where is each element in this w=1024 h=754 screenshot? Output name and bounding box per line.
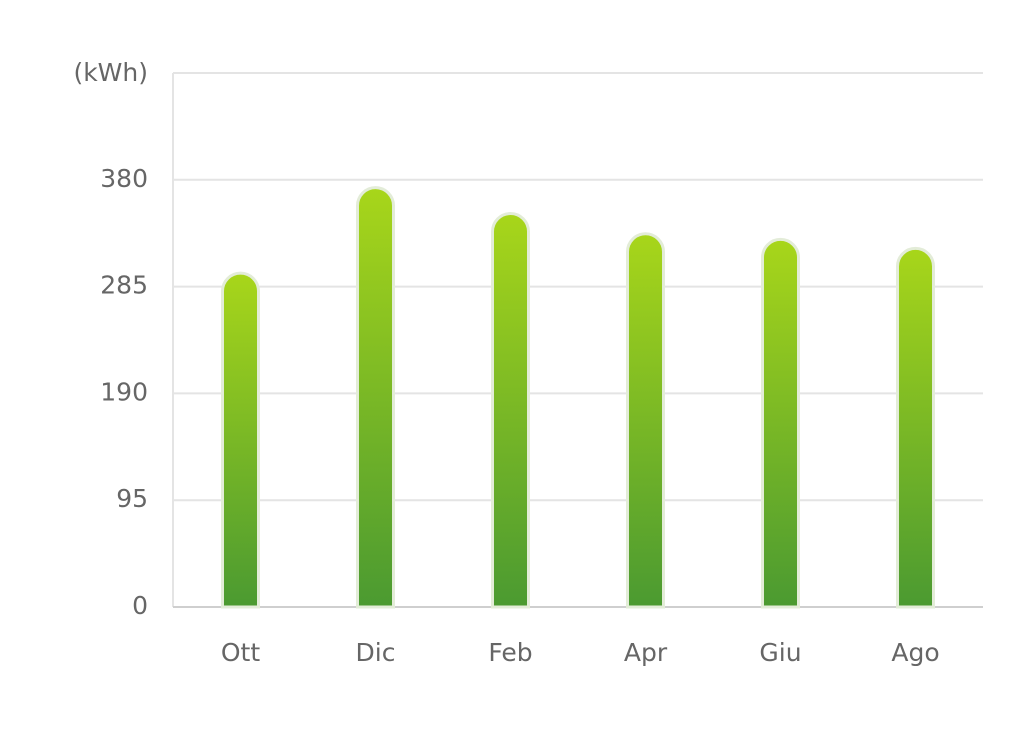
bar bbox=[356, 186, 395, 609]
x-tick-label: Feb bbox=[488, 638, 532, 667]
y-tick-label: 285 bbox=[100, 271, 148, 300]
bar bbox=[626, 232, 665, 609]
y-axis-unit: (kWh) bbox=[73, 58, 148, 87]
y-tick-label: 190 bbox=[100, 377, 148, 406]
x-tick-label: Ago bbox=[891, 638, 939, 667]
x-tick-label: Ott bbox=[221, 638, 260, 667]
x-tick-label: Apr bbox=[624, 638, 668, 667]
x-tick-label: Dic bbox=[356, 638, 396, 667]
x-tick-label: Giu bbox=[759, 638, 801, 667]
bar bbox=[491, 212, 530, 609]
bar bbox=[761, 237, 800, 609]
bar bbox=[221, 271, 260, 609]
bar bbox=[896, 246, 935, 609]
y-tick-label: 95 bbox=[116, 484, 148, 513]
y-tick-label: 380 bbox=[100, 164, 148, 193]
y-tick-label: 0 bbox=[132, 591, 148, 620]
